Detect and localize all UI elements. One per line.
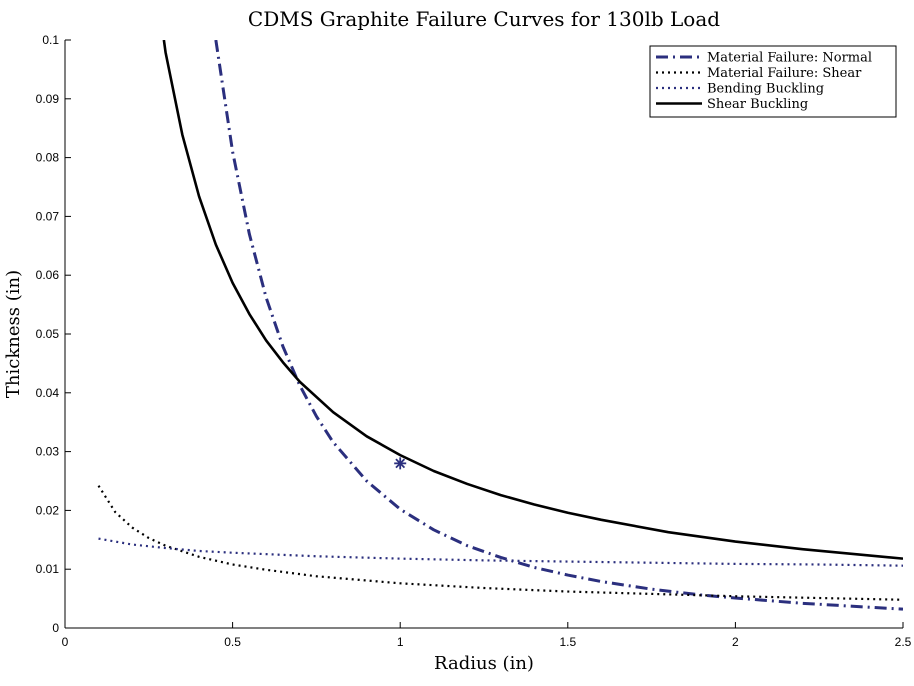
series-layer <box>97 40 903 611</box>
marker-layer <box>394 457 407 470</box>
y-tick-label: 0 <box>52 621 59 635</box>
x-tick-label: 2 <box>732 635 739 649</box>
series-line-3 <box>98 537 903 567</box>
plot-axes: 0 0.5 1 1.5 2 2.5 0 0.01 0.02 0.03 0.04 0.05 0.06 0.0… <box>36 33 912 649</box>
design-point-marker <box>394 457 407 470</box>
x-axis-label: Radius (in) <box>434 653 534 674</box>
x-tick-label: 2.5 <box>895 635 912 649</box>
y-tick-label: 0.04 <box>36 386 60 400</box>
legend-label-4: Shear Buckling <box>707 97 808 112</box>
y-tick-label: 0.06 <box>36 268 60 282</box>
legend-label-2: Material Failure: Shear <box>707 66 862 81</box>
series-line-4 <box>162 40 903 560</box>
x-tick-label: 0.5 <box>224 635 241 649</box>
series-line-1 <box>214 40 903 611</box>
y-axis-label: Thickness (in) <box>3 270 24 398</box>
y-tick-label: 0.09 <box>36 92 60 106</box>
x-tick-label: 0 <box>62 635 69 649</box>
y-tick-label: 0.01 <box>36 562 60 576</box>
y-tick-label: 0.03 <box>36 445 60 459</box>
x-tick-label: 1 <box>397 635 404 649</box>
y-tick-label: 0.05 <box>36 327 60 341</box>
chart-title: CDMS Graphite Failure Curves for 130lb L… <box>248 7 720 31</box>
y-tick-label: 0.08 <box>36 151 60 165</box>
y-tick-label: 0.02 <box>36 503 60 517</box>
legend-label-1: Material Failure: Normal <box>707 51 872 66</box>
x-tick-label: 1.5 <box>559 635 576 649</box>
series-line-2 <box>97 485 903 601</box>
y-tick-label: 0.1 <box>42 33 59 47</box>
y-tick-label: 0.07 <box>36 209 60 223</box>
legend-label-3: Bending Buckling <box>707 82 824 97</box>
